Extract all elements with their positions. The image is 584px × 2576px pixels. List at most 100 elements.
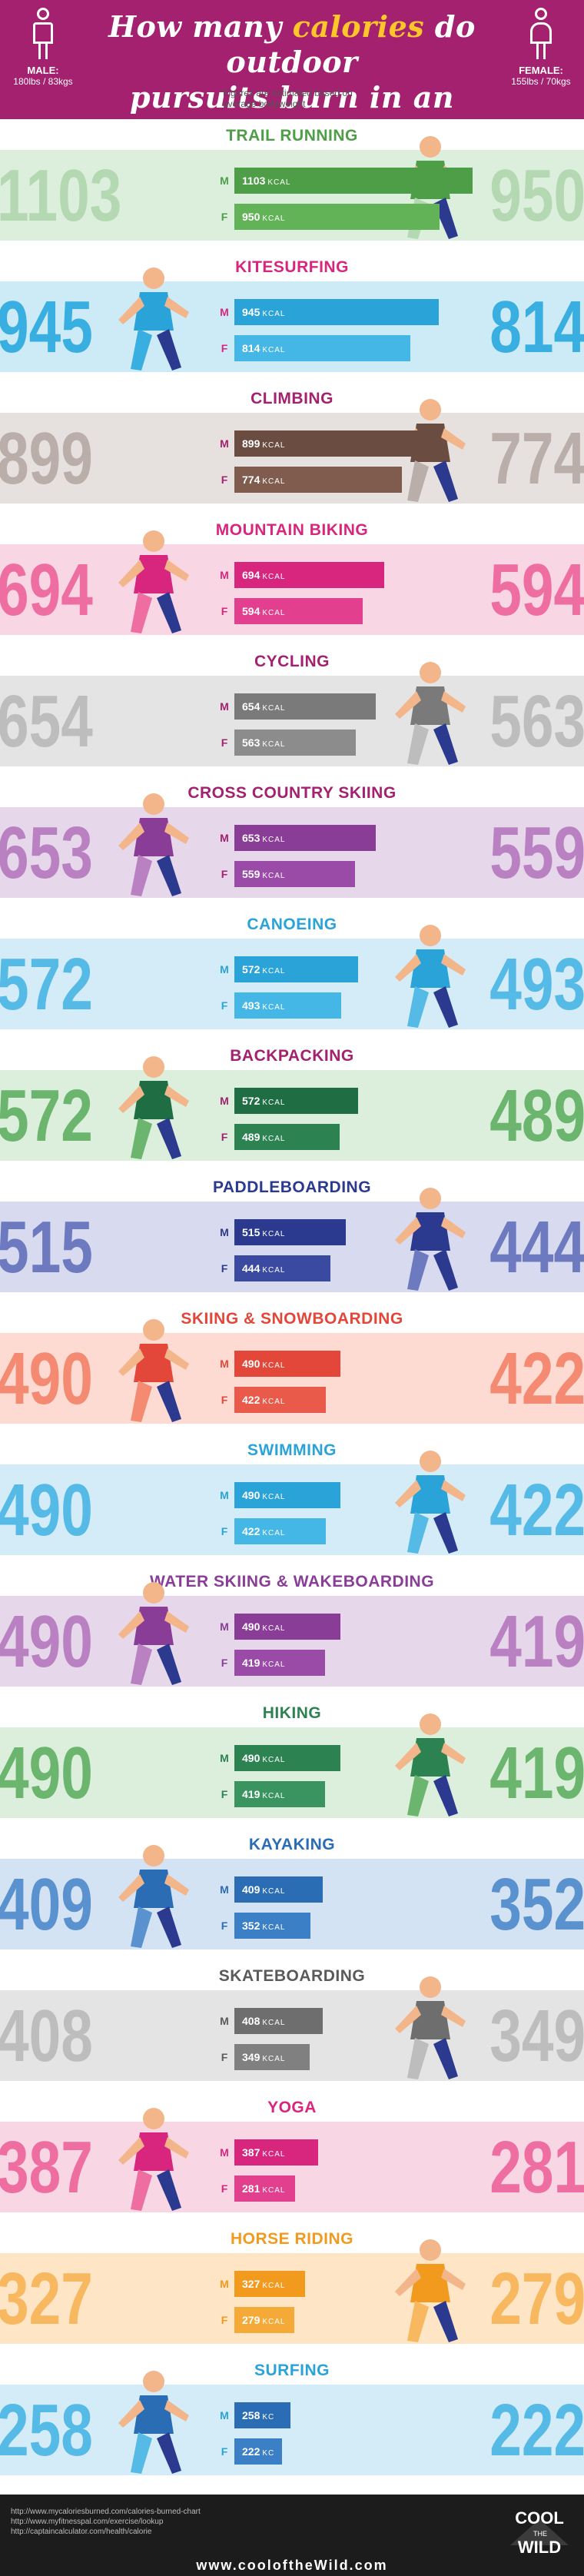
calorie-value: 490 KCAL (242, 1351, 285, 1377)
gender-letter: M (220, 569, 229, 581)
calorie-unit: KCAL (262, 2150, 286, 2159)
female-calorie-bar: 489 KCAL (234, 1124, 340, 1150)
calorie-value: 419 KCAL (242, 1781, 285, 1807)
calorie-number: 327 (242, 2278, 260, 2290)
calorie-unit: KCAL (262, 346, 286, 354)
calorie-number: 950 (242, 211, 260, 223)
female-icon (528, 8, 554, 61)
cool-of-the-wild-logo: COOL THE WILD (510, 2504, 569, 2567)
male-calorie-bar: 694 KCAL (234, 562, 384, 588)
calorie-unit: KCAL (262, 1529, 286, 1537)
calorie-unit: KCAL (262, 477, 286, 486)
climber-icon (395, 399, 466, 502)
footer: http://www.mycaloriesburned.com/calories… (0, 2495, 584, 2576)
calorie-unit: KCAL (262, 1923, 286, 1932)
skateboarder-icon (395, 1976, 466, 2079)
male-big-number: 945 (0, 286, 93, 368)
gender-letter: M (220, 1489, 229, 1501)
calorie-unit: KCAL (262, 2019, 286, 2027)
calorie-unit: KCAL (262, 1398, 286, 1406)
calorie-value: 1103 KCAL (242, 168, 291, 194)
source-link[interactable]: http://captaincalculator.com/health/calo… (11, 2528, 152, 2536)
kayaker-icon (118, 1845, 189, 1948)
canoe-icon (395, 925, 466, 1028)
activity-section: WATER SKIING & WAKEBOARDING 490 419 M 490 KCA… (0, 1565, 584, 1697)
calorie-value: 444 KCAL (242, 1255, 285, 1281)
calorie-unit: KCAL (262, 1792, 286, 1800)
gender-letter: M (220, 175, 229, 187)
gender-letter: M (220, 1226, 229, 1238)
female-big-number: 559 (489, 812, 584, 894)
calorie-value: 694 KCAL (242, 562, 285, 588)
male-calorie-bar: 490 KCAL (234, 1351, 340, 1377)
female-big-number: 950 (489, 155, 584, 237)
activity-title: SKIING & SNOWBOARDING (181, 1310, 403, 1328)
calorie-value: 515 KCAL (242, 1219, 285, 1245)
activity-section: BACKPACKING 572 489 M 572 KCAL F 489 KCAL (0, 1039, 584, 1171)
gender-letter: F (221, 474, 228, 486)
female-calorie-bar: 281 KCAL (234, 2175, 295, 2202)
female-calorie-bar: 559 KCAL (234, 861, 355, 887)
male-calorie-bar: 653 KCAL (234, 825, 376, 851)
gender-letter: F (221, 342, 228, 354)
male-calorie-bar: 387 KCAL (234, 2139, 318, 2166)
gender-letter: F (221, 605, 228, 617)
gender-letter: M (220, 1358, 229, 1370)
female-calorie-bar: 352 KCAL (234, 1913, 310, 1939)
gender-letter: F (221, 868, 228, 880)
calorie-number: 419 (242, 1788, 260, 1800)
calorie-unit: KCAL (262, 310, 286, 318)
calorie-unit: KCAL (262, 1230, 286, 1238)
gender-letter: F (221, 2445, 228, 2458)
male-big-number: 490 (0, 1338, 93, 1420)
male-weight: 180lbs / 83kgs (13, 76, 73, 87)
calorie-unit: KCAL (262, 836, 286, 844)
calorie-unit: KCAL (262, 967, 286, 976)
male-calorie-bar: 408 KCAL (234, 2008, 323, 2034)
female-weight: 155lbs / 70kgs (511, 76, 571, 87)
source-link[interactable]: http://www.mycaloriesburned.com/calories… (11, 2508, 201, 2516)
male-icon (30, 8, 56, 61)
male-calorie-bar: 327 KCAL (234, 2271, 305, 2297)
male-big-number: 653 (0, 812, 93, 894)
gender-letter: F (221, 1262, 228, 1275)
male-big-number: 899 (0, 417, 93, 500)
calorie-value: 419 KCAL (242, 1650, 285, 1676)
calorie-value: 349 KCAL (242, 2044, 285, 2070)
calorie-value: 327 KCAL (242, 2271, 285, 2297)
gender-letter: F (221, 999, 228, 1012)
calorie-number: 493 (242, 999, 260, 1012)
gender-letter: F (221, 2051, 228, 2063)
activity-title: MOUNTAIN BIKING (215, 521, 369, 539)
calorie-unit: KCAL (262, 1660, 286, 1669)
paddleboard-icon (395, 1188, 466, 1291)
calorie-number: 572 (242, 963, 260, 976)
calorie-unit: KCAL (262, 573, 286, 581)
source-link[interactable]: http://www.myfitnesspal.com/exercise/loo… (11, 2518, 164, 2526)
calorie-number: 279 (242, 2314, 260, 2326)
calorie-number: 422 (242, 1525, 260, 1537)
male-big-number: 490 (0, 1732, 93, 1814)
activity-section: SWIMMING 490 422 M 490 KCAL F 422 KCAL (0, 1434, 584, 1565)
activity-section: CANOEING 572 493 M 572 KCAL F 493 KCAL (0, 908, 584, 1039)
activity-title: YOGA (267, 2099, 317, 2116)
site-url[interactable]: www.cooloftheWild.com (196, 2558, 388, 2573)
gender-letter: F (221, 1394, 228, 1406)
male-calorie-bar: 409 KCAL (234, 1876, 323, 1903)
calorie-number: 694 (242, 569, 260, 581)
calorie-unit: KCAL (262, 1266, 286, 1275)
male-calorie-bar: 654 KCAL (234, 693, 376, 720)
activity-title: SURFING (254, 2362, 330, 2379)
activity-section: MOUNTAIN BIKING 694 594 M 694 KCAL F 594 KCAL (0, 514, 584, 645)
weight-note: Figures are estimated based on average b… (223, 88, 353, 109)
female-big-number: 352 (489, 1863, 584, 1946)
male-big-number: 490 (0, 1469, 93, 1551)
female-big-number: 774 (489, 417, 584, 500)
activity-section: CLIMBING 899 774 M 899 KCAL F 774 KCAL (0, 382, 584, 514)
male-big-number: 515 (0, 1206, 93, 1288)
female-calorie-bar: 814 KCAL (234, 335, 410, 361)
calorie-unit: KCAL (262, 1003, 286, 1012)
backpacker-icon (118, 1056, 189, 1159)
calorie-number: 774 (242, 474, 260, 486)
calorie-number: 387 (242, 2146, 260, 2159)
